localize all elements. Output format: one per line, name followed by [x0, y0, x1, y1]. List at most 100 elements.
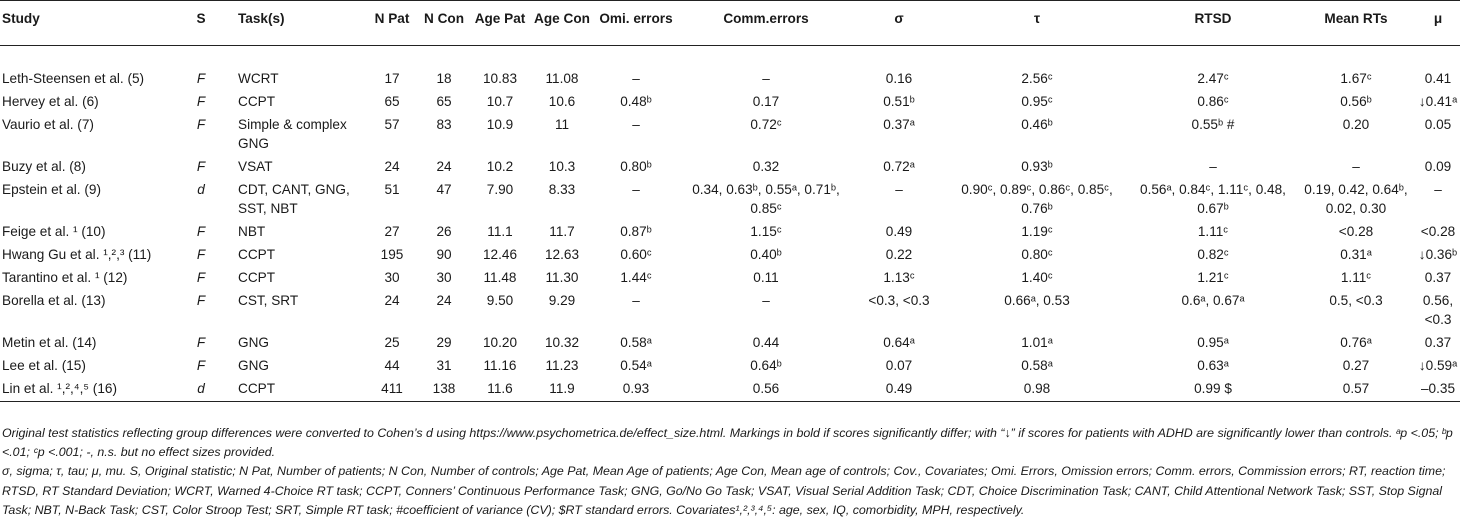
cell-study: Tarantino et al. ¹ (12): [2, 270, 128, 285]
cell-ncon: 47: [436, 182, 452, 197]
cell-agecon: 12.63: [544, 247, 580, 262]
cell-study: Feige et al. ¹ (10): [2, 224, 106, 239]
cell-rtsd: 0.86ᶜ: [1197, 94, 1229, 109]
cell-commission-errors: –: [762, 293, 770, 308]
cell-omission-errors: 0.60ᶜ: [620, 247, 652, 262]
cell-stat: d: [197, 182, 205, 197]
cell-ncon: 29: [436, 335, 452, 350]
cell-agecon: 11: [554, 117, 570, 132]
cell-mean-rt: –: [1352, 159, 1360, 174]
cell-stat: F: [196, 247, 206, 262]
cell-tau: 1.01ᵃ: [1021, 335, 1053, 350]
cell-agepat: 11.6: [470, 375, 530, 402]
col-header-comm: Comm.errors: [678, 0, 854, 46]
cell-study: Epstein et al. (9): [2, 182, 101, 197]
cell-sigma: 0.49: [885, 224, 913, 239]
cell-ncon: 26: [436, 224, 452, 239]
cell-tasks: NBT: [238, 224, 266, 239]
cell-npat: 51: [384, 182, 400, 197]
cell-mu: –: [1434, 182, 1442, 197]
cell-omission-errors: 0.58ᵃ: [620, 335, 652, 350]
cell-omission-errors: 0.87ᵇ: [620, 224, 652, 239]
table-row: Feige et al. ¹ (10) F NBT 27 26 11.1 11.7 0.87ᵇ…: [0, 218, 1460, 241]
cell-agecon: 11.9: [530, 375, 594, 402]
cell-mu: ↓0.41ᵃ: [1418, 94, 1458, 109]
table-footnotes: Original test statistics reflecting grou…: [2, 424, 1454, 520]
cell-agecon: 11.23: [545, 358, 579, 373]
cell-agepat: 9.50: [486, 293, 514, 308]
col-header-npat: N Pat: [366, 0, 418, 46]
cell-tau: 0.58ᵃ: [1021, 358, 1053, 373]
cell-mean-rt: 0.56ᵇ: [1340, 94, 1372, 109]
cell-tau: 0.98: [944, 375, 1130, 402]
table-row: Vaurio et al. (7) F Simple & complex GNG 57…: [0, 111, 1460, 153]
cell-omission-errors: –: [632, 182, 640, 197]
cell-tau: 2.56ᶜ: [1021, 71, 1053, 86]
cell-mu: 0.05: [1424, 117, 1452, 132]
cell-stat: F: [196, 335, 206, 350]
table-row: Hervey et al. (6) F CCPT 65 65 10.7 10.6 0.48ᵇ 0…: [0, 88, 1460, 111]
footnote-1: Original test statistics reflecting grou…: [2, 426, 1453, 460]
cell-rtsd: 0.95ᵃ: [1197, 335, 1229, 350]
cell-ncon: 138: [418, 375, 470, 402]
cell-agecon: 10.3: [548, 159, 576, 174]
cell-agepat: 10.2: [486, 159, 514, 174]
cell-commission-errors: –: [762, 71, 770, 86]
cell-mu: –0.35: [1416, 375, 1460, 402]
cell-mu: 0.56, <0.3: [1422, 293, 1454, 327]
cell-tau: 1.19ᶜ: [1021, 224, 1053, 239]
cell-ncon: 31: [436, 358, 452, 373]
cell-omission-errors: –: [632, 117, 640, 132]
cell-agecon: 11.30: [545, 270, 579, 285]
cell-mu: 0.41: [1424, 71, 1452, 86]
cell-agepat: 11.1: [487, 224, 513, 239]
cell-rtsd: 2.47ᶜ: [1197, 71, 1229, 86]
cell-mean-rt: 0.27: [1342, 358, 1370, 373]
cell-mu: 0.37: [1424, 335, 1452, 350]
cell-commission-errors: 1.15ᶜ: [750, 224, 782, 239]
cell-rtsd: –: [1209, 159, 1217, 174]
cell-commission-errors: 0.56: [678, 375, 854, 402]
table-row: Borella et al. (13) F CST, SRT 24 24 9.50 9.29…: [0, 287, 1460, 329]
cell-tasks: GNG: [238, 358, 269, 373]
cell-npat: 30: [384, 270, 400, 285]
cell-tau: 0.95ᶜ: [1021, 94, 1053, 109]
cell-tasks: CST, SRT: [238, 293, 299, 308]
header-row: Study S Task(s) N Pat N Con Age Pat Age …: [0, 0, 1460, 46]
cell-tasks: VSAT: [238, 159, 273, 174]
cell-tau: 0.46ᵇ: [1021, 117, 1053, 132]
col-header-agepat: Age Pat: [470, 0, 530, 46]
cell-agecon: 11.08: [545, 71, 579, 86]
cell-omission-errors: 0.80ᵇ: [620, 159, 652, 174]
cell-commission-errors: 0.17: [752, 94, 780, 109]
cell-ncon: 30: [436, 270, 452, 285]
cell-tasks: CDT, CANT, GNG, SST, NBT: [238, 182, 350, 216]
cell-npat: 17: [384, 71, 400, 86]
cell-stat: d: [182, 375, 220, 402]
cell-mean-rt: 0.19, 0.42, 0.64ᵇ, 0.02, 0.30: [1304, 182, 1408, 216]
cell-tau: 1.40ᶜ: [1021, 270, 1053, 285]
cell-agepat: 11.48: [483, 270, 517, 285]
cell-commission-errors: 0.64ᵇ: [750, 358, 782, 373]
results-table: Study S Task(s) N Pat N Con Age Pat Age …: [0, 0, 1460, 402]
cell-tau: 0.66ᵃ, 0.53: [1004, 293, 1070, 308]
cell-agepat: 7.90: [486, 182, 514, 197]
cell-study: Buzy et al. (8): [2, 159, 86, 174]
cell-sigma: 0.64ᵃ: [883, 335, 915, 350]
cell-rtsd: 0.56ᵃ, 0.84ᶜ, 1.11ᶜ, 0.48, 0.67ᵇ: [1140, 182, 1286, 216]
col-header-tasks: Task(s): [220, 0, 366, 46]
cell-rtsd: 0.55ᵇ #: [1191, 117, 1235, 132]
cell-sigma: 1.13ᶜ: [883, 270, 915, 285]
cell-omission-errors: 1.44ᶜ: [620, 270, 652, 285]
table-row: Epstein et al. (9) d CDT, CANT, GNG, SST, …: [0, 176, 1460, 218]
cell-npat: 57: [384, 117, 400, 132]
cell-agepat: 10.83: [482, 71, 518, 86]
cell-mu: ↓0.59ᵃ: [1418, 358, 1458, 373]
cell-tau: 0.90ᶜ, 0.89ᶜ, 0.86ᶜ, 0.85ᶜ, 0.76ᵇ: [961, 182, 1113, 216]
cell-npat: 27: [384, 224, 400, 239]
cell-sigma: 0.72ᵃ: [883, 159, 915, 174]
cell-agecon: 8.33: [548, 182, 576, 197]
cell-stat: F: [196, 358, 206, 373]
cell-sigma: 0.07: [885, 358, 913, 373]
